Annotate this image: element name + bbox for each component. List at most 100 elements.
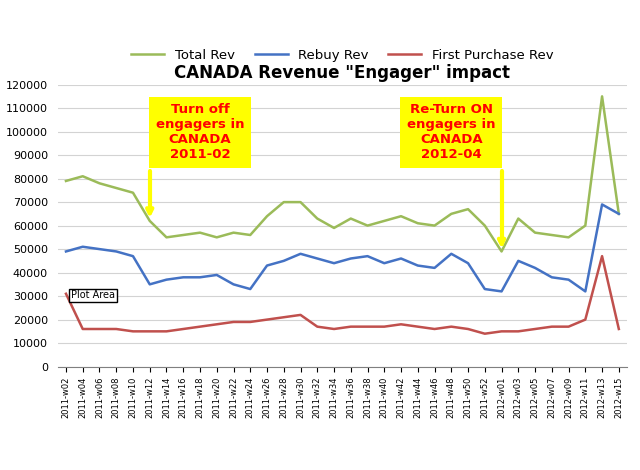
First Purchase Rev [598, 253, 606, 259]
Rebuy Rev [230, 282, 237, 287]
Total Rev [280, 199, 287, 205]
First Purchase Rev [62, 291, 70, 297]
First Purchase Rev [213, 321, 221, 327]
Text: Re-Turn ON
engagers in
CANADA
2012-04: Re-Turn ON engagers in CANADA 2012-04 [407, 103, 504, 244]
Total Rev [431, 223, 438, 228]
First Purchase Rev [447, 324, 455, 329]
Rebuy Rev [582, 289, 589, 294]
Total Rev [615, 211, 623, 217]
First Purchase Rev [397, 321, 405, 327]
Total Rev [146, 218, 154, 224]
Total Rev [498, 249, 506, 254]
Total Rev [79, 173, 86, 179]
Rebuy Rev [515, 258, 522, 264]
Line: First Purchase Rev: First Purchase Rev [66, 256, 619, 334]
Rebuy Rev [498, 289, 506, 294]
Total Rev [531, 230, 539, 235]
First Purchase Rev [498, 329, 506, 334]
First Purchase Rev [263, 317, 271, 322]
Rebuy Rev [113, 249, 120, 254]
First Purchase Rev [95, 326, 103, 332]
Rebuy Rev [179, 274, 187, 280]
First Purchase Rev [564, 324, 572, 329]
Rebuy Rev [564, 277, 572, 282]
Rebuy Rev [464, 260, 472, 266]
First Purchase Rev [515, 329, 522, 334]
Total Rev [213, 235, 221, 240]
First Purchase Rev [129, 329, 137, 334]
First Purchase Rev [163, 329, 170, 334]
Rebuy Rev [380, 260, 388, 266]
Rebuy Rev [62, 249, 70, 254]
First Purchase Rev [79, 326, 86, 332]
Total Rev [380, 218, 388, 224]
Rebuy Rev [397, 256, 405, 261]
Total Rev [481, 223, 489, 228]
Text: Plot Area: Plot Area [71, 290, 115, 300]
Line: Total Rev: Total Rev [66, 96, 619, 251]
Rebuy Rev [548, 274, 556, 280]
First Purchase Rev [347, 324, 355, 329]
Total Rev [564, 235, 572, 240]
Total Rev [598, 94, 606, 99]
Rebuy Rev [314, 256, 321, 261]
Total Rev [515, 216, 522, 221]
First Purchase Rev [531, 326, 539, 332]
Rebuy Rev [347, 256, 355, 261]
Rebuy Rev [79, 244, 86, 250]
Total Rev [297, 199, 305, 205]
First Purchase Rev [330, 326, 338, 332]
Legend: Total Rev, Rebuy Rev, First Purchase Rev: Total Rev, Rebuy Rev, First Purchase Rev [126, 43, 559, 67]
First Purchase Rev [615, 326, 623, 332]
Text: Turn off
engagers in
CANADA
2011-02: Turn off engagers in CANADA 2011-02 [147, 103, 244, 213]
Total Rev [314, 216, 321, 221]
Rebuy Rev [598, 202, 606, 207]
Total Rev [464, 206, 472, 212]
Rebuy Rev [146, 282, 154, 287]
Total Rev [246, 232, 254, 238]
Rebuy Rev [414, 263, 422, 268]
Rebuy Rev [95, 246, 103, 252]
First Purchase Rev [380, 324, 388, 329]
Total Rev [447, 211, 455, 217]
Total Rev [62, 178, 70, 184]
First Purchase Rev [431, 326, 438, 332]
Total Rev [414, 220, 422, 226]
First Purchase Rev [179, 326, 187, 332]
Total Rev [163, 235, 170, 240]
First Purchase Rev [246, 319, 254, 325]
First Purchase Rev [280, 314, 287, 320]
Total Rev [95, 180, 103, 186]
First Purchase Rev [146, 329, 154, 334]
Line: Rebuy Rev: Rebuy Rev [66, 204, 619, 291]
Rebuy Rev [531, 265, 539, 271]
Total Rev [196, 230, 204, 235]
Total Rev [330, 225, 338, 231]
First Purchase Rev [314, 324, 321, 329]
First Purchase Rev [364, 324, 371, 329]
Rebuy Rev [280, 258, 287, 264]
Total Rev [129, 190, 137, 196]
Rebuy Rev [447, 251, 455, 257]
First Purchase Rev [582, 317, 589, 322]
First Purchase Rev [297, 312, 305, 318]
First Purchase Rev [196, 324, 204, 329]
Rebuy Rev [213, 272, 221, 278]
Rebuy Rev [196, 274, 204, 280]
Rebuy Rev [330, 260, 338, 266]
Total Rev [364, 223, 371, 228]
Rebuy Rev [163, 277, 170, 282]
Title: CANADA Revenue "Engager" impact: CANADA Revenue "Engager" impact [174, 63, 511, 82]
Rebuy Rev [615, 211, 623, 217]
Rebuy Rev [263, 263, 271, 268]
Total Rev [347, 216, 355, 221]
Total Rev [179, 232, 187, 238]
First Purchase Rev [414, 324, 422, 329]
Total Rev [230, 230, 237, 235]
Rebuy Rev [297, 251, 305, 257]
First Purchase Rev [113, 326, 120, 332]
Total Rev [582, 223, 589, 228]
First Purchase Rev [481, 331, 489, 337]
Rebuy Rev [246, 286, 254, 292]
Rebuy Rev [129, 253, 137, 259]
